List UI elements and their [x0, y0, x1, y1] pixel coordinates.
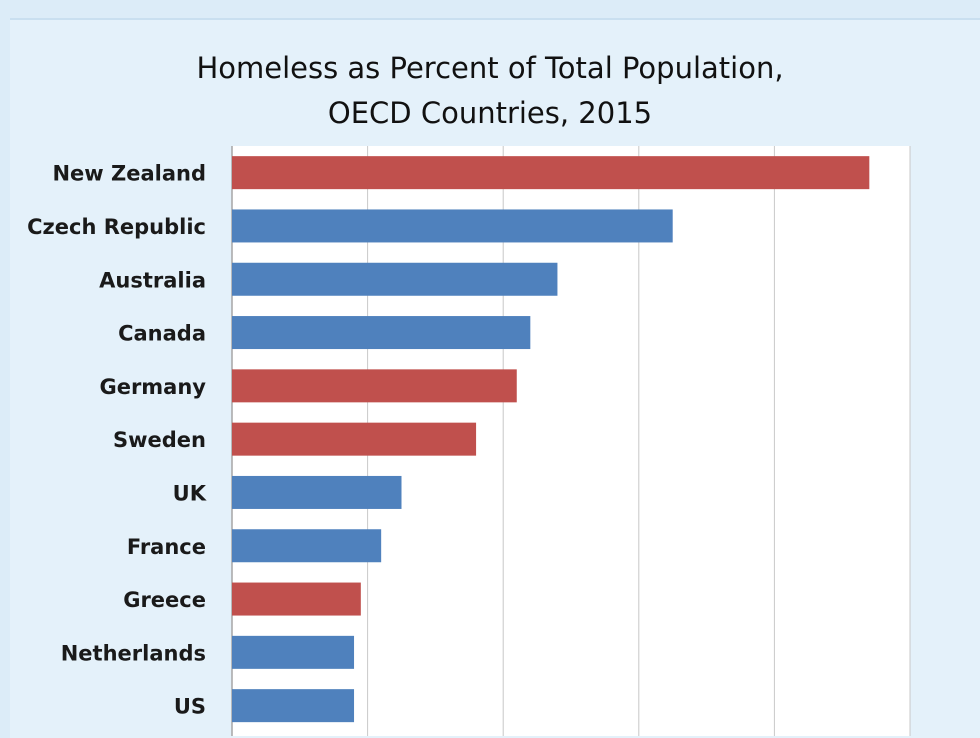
bar: [232, 422, 477, 456]
category-label: Czech Republic: [27, 215, 206, 239]
bar: [232, 529, 382, 563]
bar: [232, 156, 870, 190]
category-label: Australia: [99, 268, 206, 292]
category-label: UK: [173, 481, 207, 505]
bar: [232, 209, 673, 243]
category-label: New Zealand: [52, 162, 206, 186]
category-label: US: [174, 695, 206, 719]
bar: [232, 316, 531, 350]
bar: [232, 635, 355, 669]
category-label: France: [127, 535, 206, 559]
bar: [232, 475, 402, 509]
chart-title-line-1: Homeless as Percent of Total Population,: [196, 51, 784, 85]
bar: [232, 582, 361, 616]
bar: [232, 262, 558, 296]
bar: [232, 369, 517, 403]
category-label: Netherlands: [61, 641, 206, 665]
category-label: Sweden: [113, 428, 206, 452]
category-label: Greece: [123, 588, 206, 612]
bar: [232, 689, 355, 723]
category-label: Germany: [99, 375, 206, 399]
chart-title-line-2: OECD Countries, 2015: [327, 96, 653, 130]
category-label: Canada: [118, 322, 206, 346]
